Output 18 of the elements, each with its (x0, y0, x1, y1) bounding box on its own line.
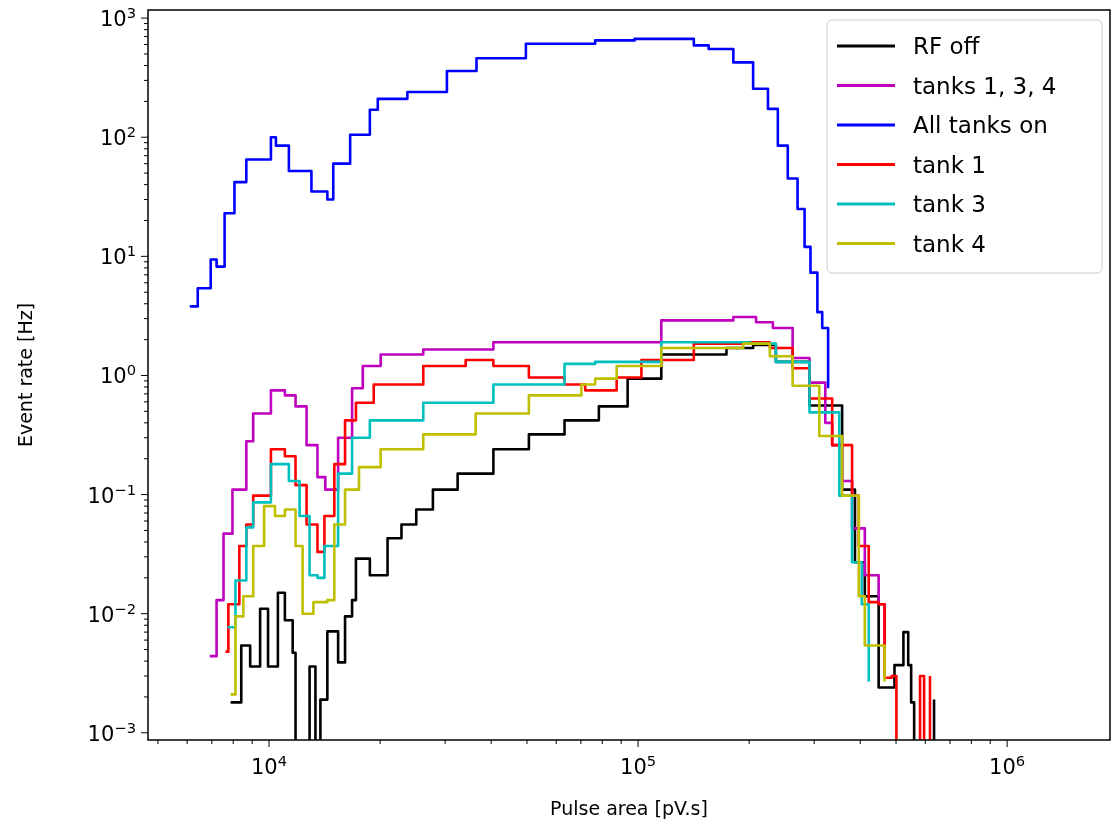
y-tick-label: 10$^{0}$ (99, 360, 136, 389)
y-tick-label: 10$^{3}$ (99, 3, 136, 32)
x-tick-label: 10$^{6}$ (989, 751, 1026, 779)
legend-label: tank 3 (913, 191, 986, 217)
y-tick-label: 10$^{−3}$ (87, 718, 136, 746)
x-axis-title: Pulse area [pV.s] (550, 797, 708, 819)
y-tick-label: 10$^{1}$ (99, 241, 136, 270)
legend-label: All tanks on (913, 112, 1048, 138)
legend-label: tanks 1, 3, 4 (913, 72, 1057, 99)
y-tick-label: 10$^{−2}$ (87, 599, 136, 627)
y-axis-title: Event rate [Hz] (14, 302, 36, 448)
legend-label: tank 4 (913, 230, 986, 257)
y-tick-label: 10$^{−1}$ (87, 480, 136, 508)
y-tick-label: 10$^{2}$ (99, 122, 136, 151)
x-tick-label: 10$^{4}$ (250, 751, 288, 779)
x-tick-label: 10$^{5}$ (620, 751, 657, 779)
legend-label: RF off (913, 33, 981, 59)
legend-label: tank 1 (913, 151, 986, 178)
